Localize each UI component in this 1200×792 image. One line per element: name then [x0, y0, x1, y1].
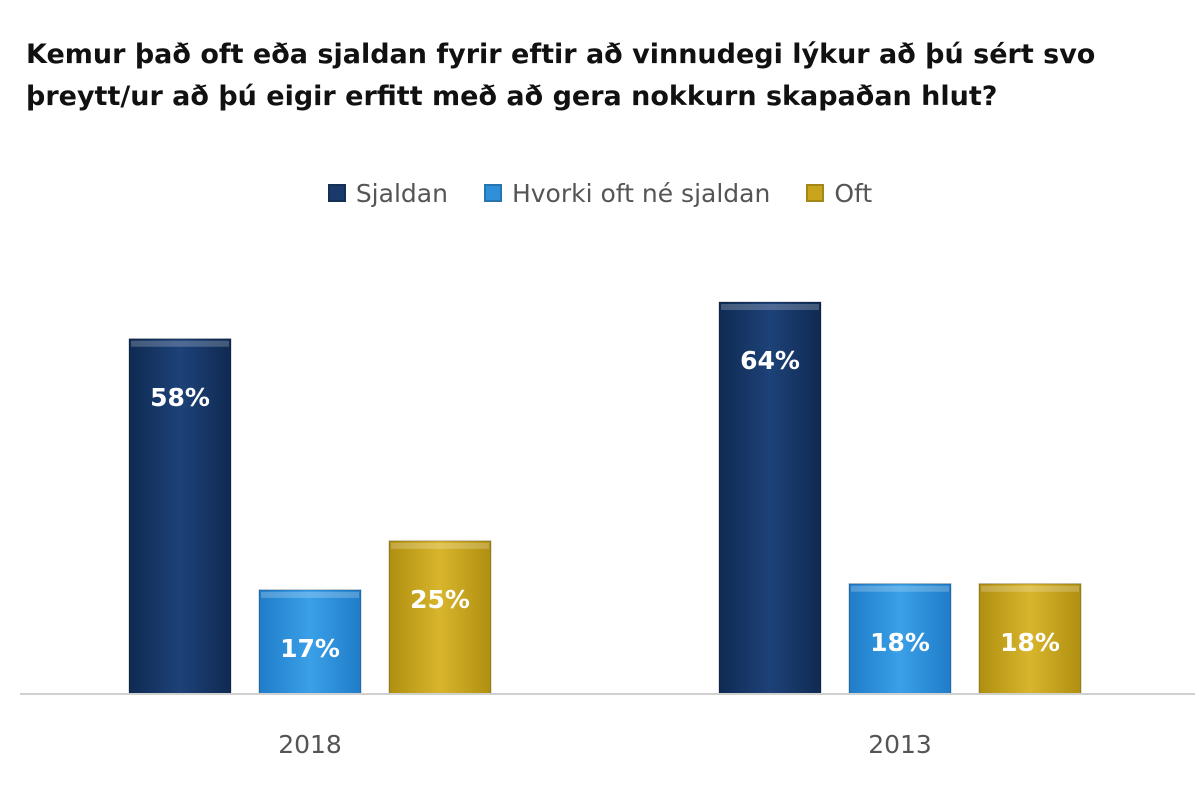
x-tick-label-2013: 2013	[868, 730, 932, 759]
legend-swatch-sjaldan	[327, 184, 346, 202]
bar-value-label: 18%	[1000, 628, 1060, 657]
legend: Sjaldan Hvorki oft né sjaldan Oft	[0, 176, 1200, 210]
bar-value-label: 17%	[280, 634, 340, 663]
bar-2013-hvorki-oft-n-sjaldan	[848, 583, 952, 695]
chart-title: Kemur það oft eða sjaldan fyrir eftir að…	[26, 39, 1096, 112]
bar-bevel	[851, 585, 949, 592]
bar-bevel	[391, 542, 489, 549]
bar-bevel	[131, 340, 229, 347]
bar-2018-sjaldan	[128, 338, 232, 695]
bar-2013-oft	[978, 583, 1082, 695]
legend-label-sjaldan: Sjaldan	[355, 178, 448, 208]
legend-item-oft: Oft	[806, 179, 872, 208]
bar-bevel	[981, 585, 1079, 592]
bar-value-label: 58%	[150, 383, 210, 412]
bar-value-label: 64%	[740, 346, 800, 375]
bar-value-label: 25%	[410, 585, 470, 614]
bar-2018-oft	[388, 540, 492, 695]
bar-bevel	[721, 304, 819, 310]
legend-label-oft: Oft	[834, 178, 873, 208]
legend-item-sjaldan: Sjaldan	[327, 178, 448, 208]
legend-swatch-hvorki	[483, 184, 502, 202]
x-tick-label-2018: 2018	[278, 730, 342, 759]
bar-value-label: 18%	[870, 628, 930, 657]
legend-item-hvorki: Hvorki oft né sjaldan	[483, 178, 771, 208]
legend-swatch-oft	[806, 184, 825, 202]
bar-2013-sjaldan	[718, 301, 822, 695]
bar-2018-hvorki-oft-n-sjaldan	[258, 589, 362, 695]
legend-label-hvorki: Hvorki oft né sjaldan	[511, 178, 771, 208]
bar-bevel	[261, 591, 359, 598]
